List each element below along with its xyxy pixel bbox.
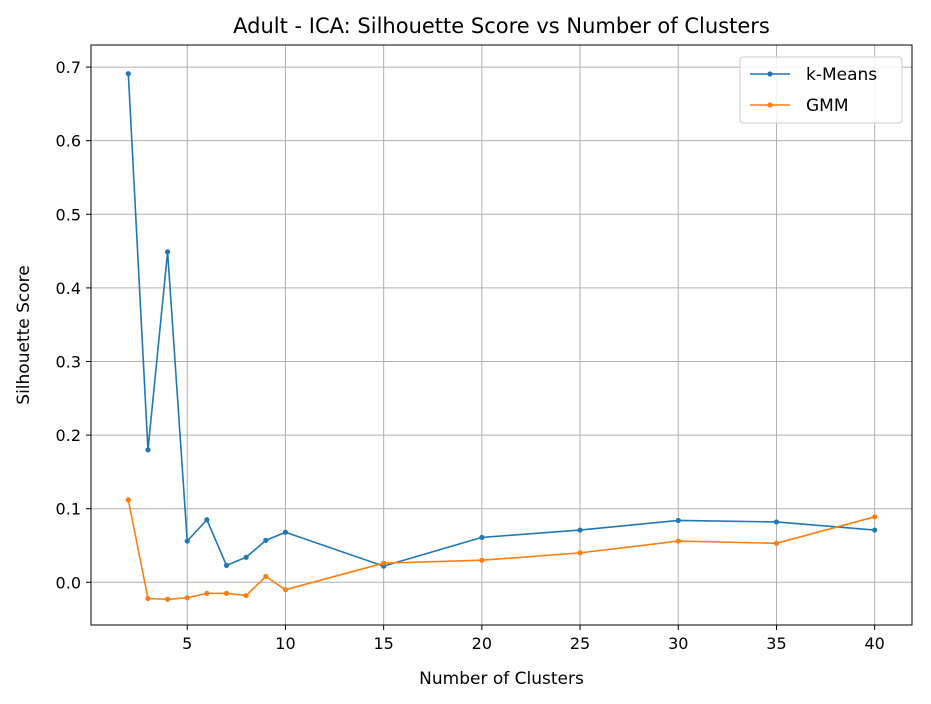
data-point [184,538,190,544]
data-point [872,527,878,533]
data-point [773,540,780,546]
data-point [872,514,878,520]
legend-label: GMM [806,96,849,116]
y-tick-label: 0.5 [56,205,81,224]
data-point [479,557,485,563]
x-tick-label: 20 [472,634,492,653]
data-point [263,537,269,543]
x-tick-label: 25 [570,634,590,653]
y-tick-label: 0.6 [56,132,81,151]
data-point [165,596,171,602]
data-point [243,554,249,560]
data-point [577,550,583,556]
y-tick-label: 0.2 [56,426,81,445]
data-point [282,529,289,535]
grid [91,45,912,625]
data-point [223,562,230,568]
data-point [773,519,780,525]
legend-label: k-Means [806,65,877,85]
data-point [184,595,190,601]
data-point [204,517,210,523]
legend-marker [767,71,773,77]
y-tick-label: 0.7 [56,58,81,77]
x-tick-label: 5 [182,634,192,653]
x-tick-label: 30 [668,634,688,653]
x-tick-label: 15 [373,634,393,653]
x-tick-label: 40 [865,634,885,653]
y-tick-label: 0.3 [56,352,81,371]
data-point [381,560,387,566]
data-point [577,527,583,533]
plot-frame [90,44,913,626]
data-point [675,538,681,544]
legend-marker [767,102,773,108]
data-point [125,497,131,503]
data-point [263,573,269,580]
data-point [223,590,230,596]
data-point [675,517,681,524]
data-point [125,71,131,77]
data-point [145,595,151,602]
y-tick-label: 0.0 [56,573,81,592]
series-layer [125,71,878,602]
y-tick-label: 0.4 [56,279,81,298]
y-axis-label: Silhouette Score [14,265,34,404]
x-axis-label: Number of Clusters [419,669,584,689]
data-point [282,587,289,593]
x-tick-label: 35 [766,634,786,653]
ticks: 5 10 15 20 25 30 35 40 0.0 0.1 0.2 0.3 0.4 0.5 0.6 0.7 [56,58,885,653]
data-point [145,447,151,453]
chart-title: Adult - ICA: Silhouette Score vs Number … [233,14,770,38]
legend: k-Means GMM [739,56,903,124]
y-tick-label: 0.1 [56,500,81,519]
data-point [204,590,210,596]
data-point [479,534,485,541]
data-point [165,249,171,255]
x-tick-label: 10 [275,634,295,653]
data-point [243,592,249,599]
